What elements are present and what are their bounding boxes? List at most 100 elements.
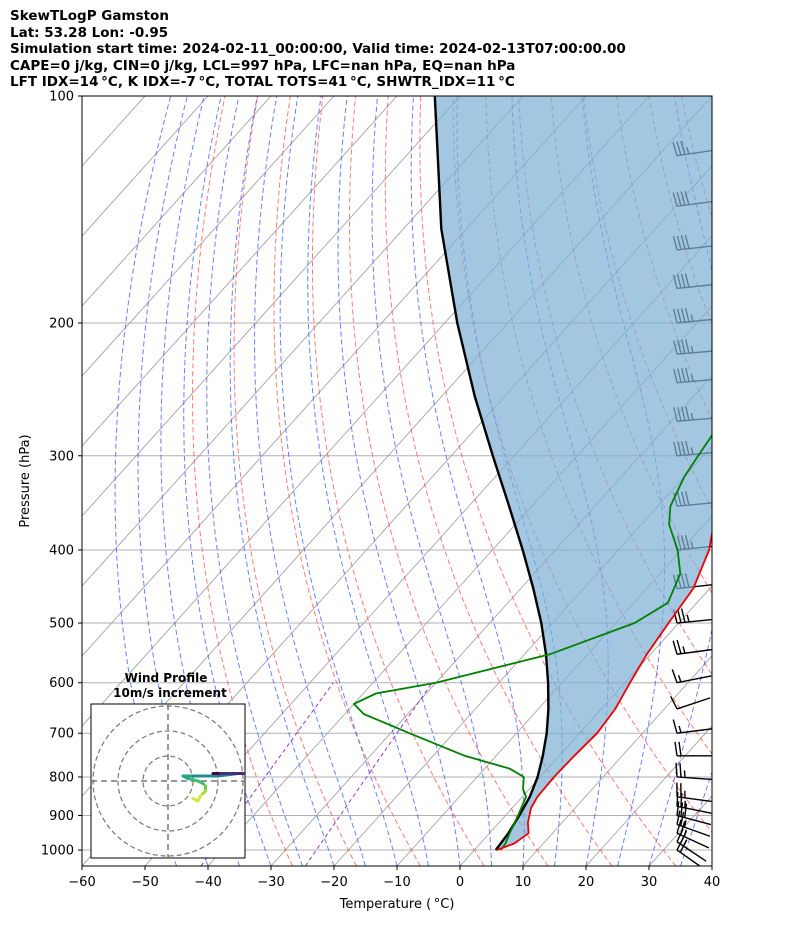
y-tick-label: 100 xyxy=(49,90,74,105)
moist-adiabat xyxy=(680,770,712,866)
moist-adiabat xyxy=(648,96,712,866)
dry-adiabat xyxy=(348,96,549,866)
wind-barb-flag xyxy=(674,741,678,756)
wind-barb-half-flag xyxy=(683,820,687,828)
wind-barb-half-flag xyxy=(682,646,686,654)
moist-adiabat xyxy=(371,96,492,866)
dry-adiabat xyxy=(273,96,421,866)
axes-ticks: −60 −50 −40 −30 −20 −10 0 10 20 30 40 100 200 300 400 5… xyxy=(41,90,720,891)
moist-adiabat xyxy=(229,96,335,866)
dry-adiabat xyxy=(192,96,293,866)
wind-barb xyxy=(672,608,712,624)
wind-barb-flag xyxy=(676,810,681,825)
wind-barb-flag xyxy=(676,608,682,623)
wind-barb-flag xyxy=(670,695,678,710)
wind-barb xyxy=(675,762,712,781)
x-tick-label: 30 xyxy=(641,875,658,890)
wind-barb-shaft xyxy=(676,832,710,849)
hodograph-subtitle: 10m/s increment xyxy=(113,686,227,700)
y-axis-label: Pressure (hPa) xyxy=(18,434,33,527)
wind-barb-half-flag xyxy=(686,614,690,623)
dewpoint-line xyxy=(352,433,712,851)
isotherm-line xyxy=(775,96,794,866)
isotherm-line xyxy=(82,96,461,517)
isotherm-line xyxy=(82,96,524,587)
isotherm-line xyxy=(396,515,712,866)
wind-barb xyxy=(670,695,711,710)
wind-barb-flag xyxy=(676,96,677,97)
y-tick-label: 900 xyxy=(49,809,74,824)
wind-barb-flag xyxy=(684,803,688,818)
y-tick-label: 500 xyxy=(49,617,74,632)
wind-barb xyxy=(676,810,711,837)
y-tick-label: 200 xyxy=(49,316,74,331)
wind-barb-half-flag xyxy=(683,839,688,847)
moist-adiabat xyxy=(337,96,461,866)
moist-adiabat xyxy=(711,864,712,866)
isotherm-line xyxy=(144,235,712,866)
cin-shaded-area xyxy=(434,96,712,850)
wind-barb-flag xyxy=(675,762,678,777)
y-tick-label: 1000 xyxy=(41,844,74,859)
x-tick-label: −30 xyxy=(257,875,284,890)
moist-adiabat xyxy=(254,96,366,866)
wind-barb-shaft xyxy=(676,805,712,814)
wind-barb-shaft xyxy=(676,728,712,734)
hodograph-ring xyxy=(117,730,219,832)
moist-adiabat xyxy=(183,96,272,866)
x-tick-label: −40 xyxy=(194,875,221,890)
simulation-times: Simulation start time: 2024-02-11_00:00:… xyxy=(10,41,626,57)
isotherm-line xyxy=(522,655,712,866)
x-tick-label: 40 xyxy=(704,875,721,890)
wind-barb-half-flag xyxy=(678,725,682,733)
wind-barb xyxy=(672,639,712,655)
station-title: SkewTLogP Gamston xyxy=(10,8,169,24)
wind-barb-shaft xyxy=(676,675,712,684)
moist-adiabat xyxy=(206,96,303,866)
wind-barb-shaft xyxy=(676,841,707,862)
wind-barb-flag xyxy=(676,639,682,654)
x-tick-label: 0 xyxy=(456,875,464,890)
dry-adiabat xyxy=(384,96,613,866)
wind-barb-half-flag xyxy=(683,829,687,837)
wind-barb-flag xyxy=(680,802,684,817)
wind-barb-flag xyxy=(680,811,685,826)
wind-barb-flag xyxy=(679,821,686,836)
x-tick-label: −50 xyxy=(131,875,158,890)
wind-barb-half-flag xyxy=(687,87,689,94)
isotherm-line xyxy=(711,865,712,866)
hodograph-inset: Wind Profile 10m/s increment xyxy=(90,671,246,859)
wind-barb xyxy=(676,819,710,849)
isotherm-line xyxy=(585,725,712,866)
wind-barb-flag xyxy=(678,741,682,756)
wind-barb-shaft xyxy=(676,796,712,803)
y-tick-label: 800 xyxy=(49,770,74,785)
wind-barb-shaft xyxy=(677,96,682,97)
wind-barb xyxy=(674,741,712,757)
dry-adiabat xyxy=(779,96,794,866)
y-tick-label: 700 xyxy=(49,727,74,742)
moist-adiabat xyxy=(307,96,429,866)
x-tick-label: −10 xyxy=(383,875,410,890)
chart-header: SkewTLogP Gamston Lat: 53.28 Lon: -0.95 … xyxy=(10,8,626,91)
wind-barb-shaft xyxy=(676,849,702,866)
wind-barb xyxy=(676,801,711,826)
wind-barb-shaft xyxy=(676,814,711,826)
wind-barb-flag xyxy=(676,819,682,834)
wind-barb-flag xyxy=(676,801,680,816)
parcel-profile-line xyxy=(433,96,550,851)
x-tick-label: −60 xyxy=(68,875,95,890)
wind-barb-flag xyxy=(677,82,681,95)
lat-lon: Lat: 53.28 Lon: -0.95 xyxy=(10,24,169,41)
isotherm-line xyxy=(82,96,272,307)
temperature-line xyxy=(496,528,712,851)
wind-barb xyxy=(671,669,712,684)
isotherm-line xyxy=(82,96,398,447)
hodograph-title: Wind Profile xyxy=(125,671,208,685)
data-series xyxy=(352,96,712,851)
moist-adiabat xyxy=(279,96,398,866)
wind-barb-shaft xyxy=(676,648,712,655)
dry-adiabat xyxy=(714,96,794,866)
dry-adiabat xyxy=(747,96,794,866)
